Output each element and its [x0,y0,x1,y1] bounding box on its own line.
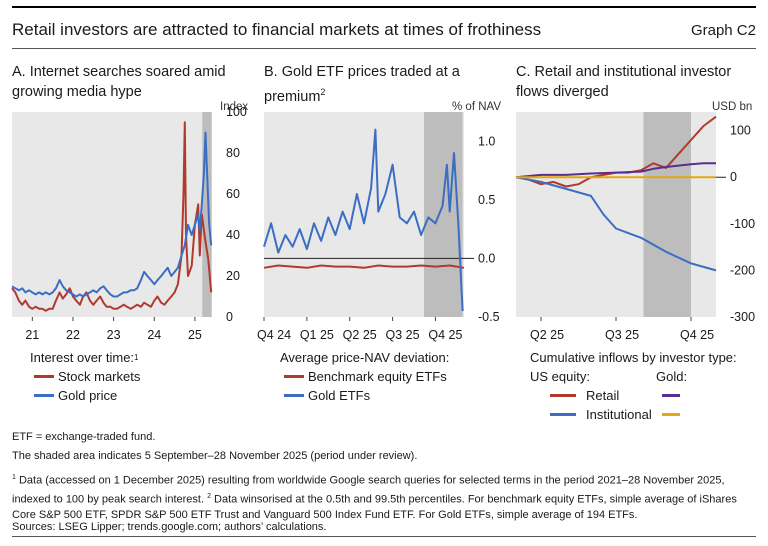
y-tick-label: 100 [730,124,751,138]
legend-item-gold-price: Gold price [30,386,140,405]
series-line-us-equity-institutional [515,176,717,272]
y-tick-label: 0 [730,170,737,184]
panel-c-unit: USD bn [712,101,753,113]
x-tick-label: 25 [188,328,202,342]
y-tick-label: 0 [226,310,233,324]
series-line-gold-etfs [263,128,464,312]
x-tick-label: Q4 25 [680,328,714,342]
y-tick-label: 100 [226,105,247,119]
x-tick-label: 24 [147,328,161,342]
panel-c-chart: -300 -200 -100 0 100 Q2 25 Q3 25 Q4 25 [515,112,755,342]
shaded-period [202,112,212,317]
x-tick-label: Q2 25 [343,328,377,342]
y-tick-label: -0.5 [478,310,500,324]
graph-title: Retail investors are attracted to financ… [12,20,542,39]
red-swatch [34,375,54,378]
panel-b-unit: % of NAV [452,101,501,113]
x-tick-label: Q4 24 [257,328,291,342]
y-tick-label: 40 [226,228,240,242]
panel-b-chart: -0.5 0.0 0.5 1.0 Q4 24 Q1 25 Q2 25 Q3 25 Q4 25 [257,112,500,342]
y-tick-label: 60 [226,187,240,201]
panel-a-title: A. Internet searches soared amid growing… [12,64,226,100]
panel-b-legend: Average price-NAV deviation: Benchmark e… [280,348,449,405]
bottom-rule [12,536,756,537]
panel-a-unit: Index [220,101,249,113]
legend-item-institutional: Institutional [530,405,760,424]
legend-column-headers: US equity: Gold: [530,369,688,384]
red-swatch [550,394,576,397]
series-line-gold-retail [515,162,716,179]
header-rule [12,48,756,49]
gold-swatch [662,413,680,416]
x-tick-label: 23 [107,328,121,342]
series-line-gold-price [11,131,213,298]
top-rule [12,6,756,8]
x-tick-label: Q1 25 [300,328,334,342]
shaded-period [643,112,691,317]
x-tick-label: Q4 25 [428,328,462,342]
panel-c-legend: Cumulative inflows by investor type: US … [530,348,760,424]
x-tick-label: Q3 25 [386,328,420,342]
x-tick-label: Q2 25 [530,328,564,342]
footnotes: 1 Data (accessed on 1 December 2025) res… [12,474,737,522]
panel-a-legend: Interest over time: 1 Stock markets Gold … [30,348,140,405]
blue-swatch [284,394,304,397]
y-tick-label: 1.0 [478,134,495,148]
shaded-note: The shaded area indicates 5 September–28… [12,450,418,462]
legend-item-stock-markets: Stock markets [30,367,140,386]
purple-swatch [662,394,680,397]
legend-heading: Cumulative inflows by investor type: [530,350,737,365]
graph-header: Retail investors are attracted to financ… [12,20,756,46]
y-tick-label: 20 [226,269,240,283]
legend-heading: Average price-NAV deviation: [280,350,450,365]
x-tick-label: Q3 25 [605,328,639,342]
series-line-stock-markets [11,121,213,312]
x-tick-label: 21 [25,328,39,342]
legend-item-gold-etfs: Gold ETFs [280,386,449,405]
panel-b-title: B. Gold ETF prices traded at a premium2 [264,64,460,105]
shaded-period [424,112,463,317]
legend-item-benchmark-equity: Benchmark equity ETFs [280,367,449,386]
panel-a-chart: 0 20 40 60 80 100 21 22 23 24 25 [11,105,247,342]
etf-definition: ETF = exchange-traded fund. [12,431,156,443]
red-swatch [284,375,304,378]
legend-item-retail: Retail [530,386,760,405]
sources: Sources: LSEG Lipper; trends.google.com;… [12,521,327,533]
blue-swatch [550,413,576,416]
blue-swatch [34,394,54,397]
graph-label: Graph C2 [690,22,756,39]
x-tick-label: 22 [66,328,80,342]
y-tick-label: -300 [730,310,755,324]
y-tick-label: -200 [730,263,755,277]
legend-heading: Interest over time: 1 [30,350,139,365]
panel-c-title: C. Retail and institutional investor flo… [516,64,732,100]
y-tick-label: 0.0 [478,251,495,265]
y-tick-label: -100 [730,217,755,231]
y-tick-label: 0.5 [478,193,495,207]
y-tick-label: 80 [226,146,240,160]
series-line-benchmark-equity-etfs [263,264,465,269]
